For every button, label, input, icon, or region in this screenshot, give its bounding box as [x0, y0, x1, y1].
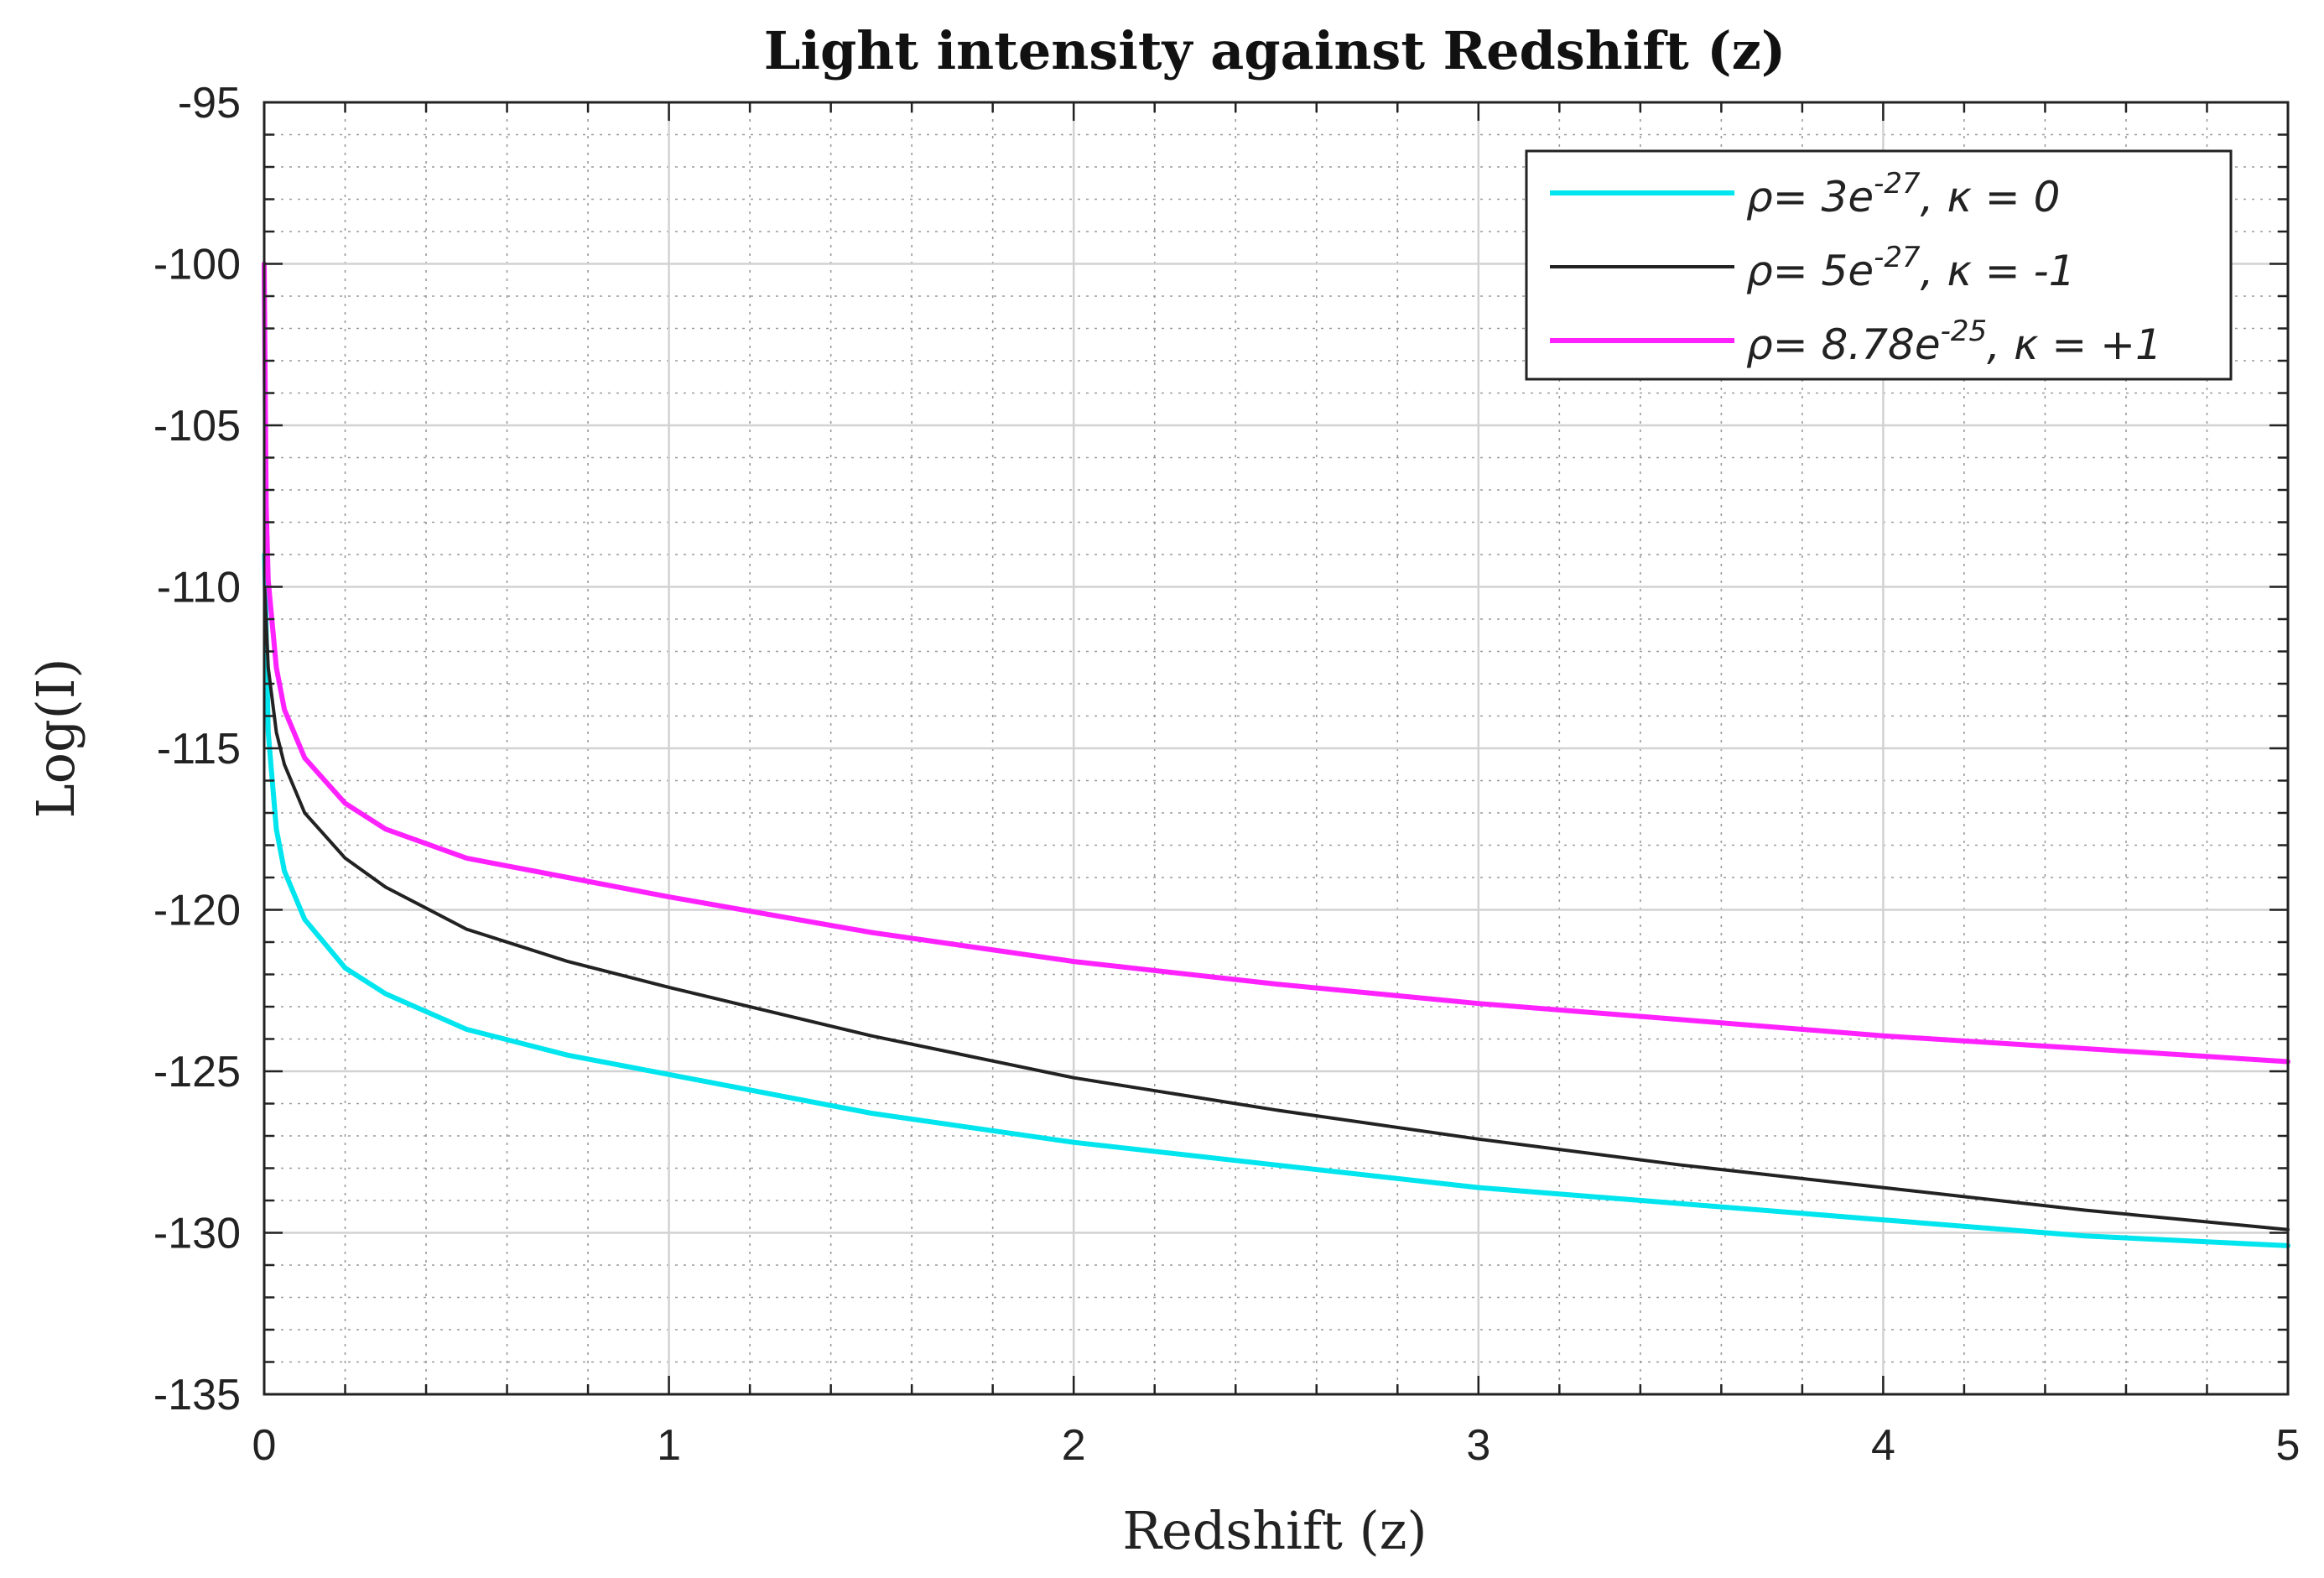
x-tick-label: 0 — [252, 1421, 277, 1470]
x-tick-labels: 0 1 2 3 4 5 — [252, 1421, 2301, 1470]
legend-label-1: ρ= 3e-27, κ = 0 — [1746, 167, 2060, 221]
y-tick-label: -135 — [153, 1371, 241, 1419]
x-tick-label: 4 — [1871, 1421, 1895, 1470]
y-tick-label: -110 — [157, 564, 241, 612]
y-tick-label: -100 — [153, 241, 241, 289]
chart-title: Light intensity against Redshift (z) — [764, 20, 1786, 81]
y-tick-label: -105 — [153, 402, 241, 450]
legend-label-3: ρ= 8.78e-25, κ = +1 — [1746, 315, 2162, 369]
y-tick-label: -120 — [153, 887, 241, 935]
series-line-2 — [263, 585, 2290, 1232]
y-tick-label: -130 — [153, 1210, 241, 1258]
series-line-1 — [262, 552, 2290, 1248]
y-tick-label: -125 — [153, 1048, 241, 1096]
y-tick-label: -115 — [157, 725, 241, 773]
legend: ρ= 3e-27, κ = 0 ρ= 5e-27, κ = -1 ρ= 8.78e-… — [1525, 149, 2233, 381]
y-tick-label: -95 — [178, 79, 241, 128]
series-line-3 — [262, 261, 2290, 1065]
series-layer — [262, 261, 2290, 1248]
axis-ticks — [263, 101, 2290, 1396]
x-tick-label: 5 — [2276, 1421, 2301, 1470]
x-tick-label: 2 — [1062, 1421, 1086, 1470]
x-tick-label: 1 — [657, 1421, 681, 1470]
y-axis-label: Log(I) — [25, 658, 86, 818]
legend-label-2: ρ= 5e-27, κ = -1 — [1746, 241, 2075, 295]
x-tick-label: 3 — [1466, 1421, 1490, 1470]
x-axis-label: Redshift (z) — [1122, 1500, 1427, 1561]
y-tick-labels: -95 -100 -105 -110 -115 -120 -125 -130 -135 — [153, 79, 241, 1419]
